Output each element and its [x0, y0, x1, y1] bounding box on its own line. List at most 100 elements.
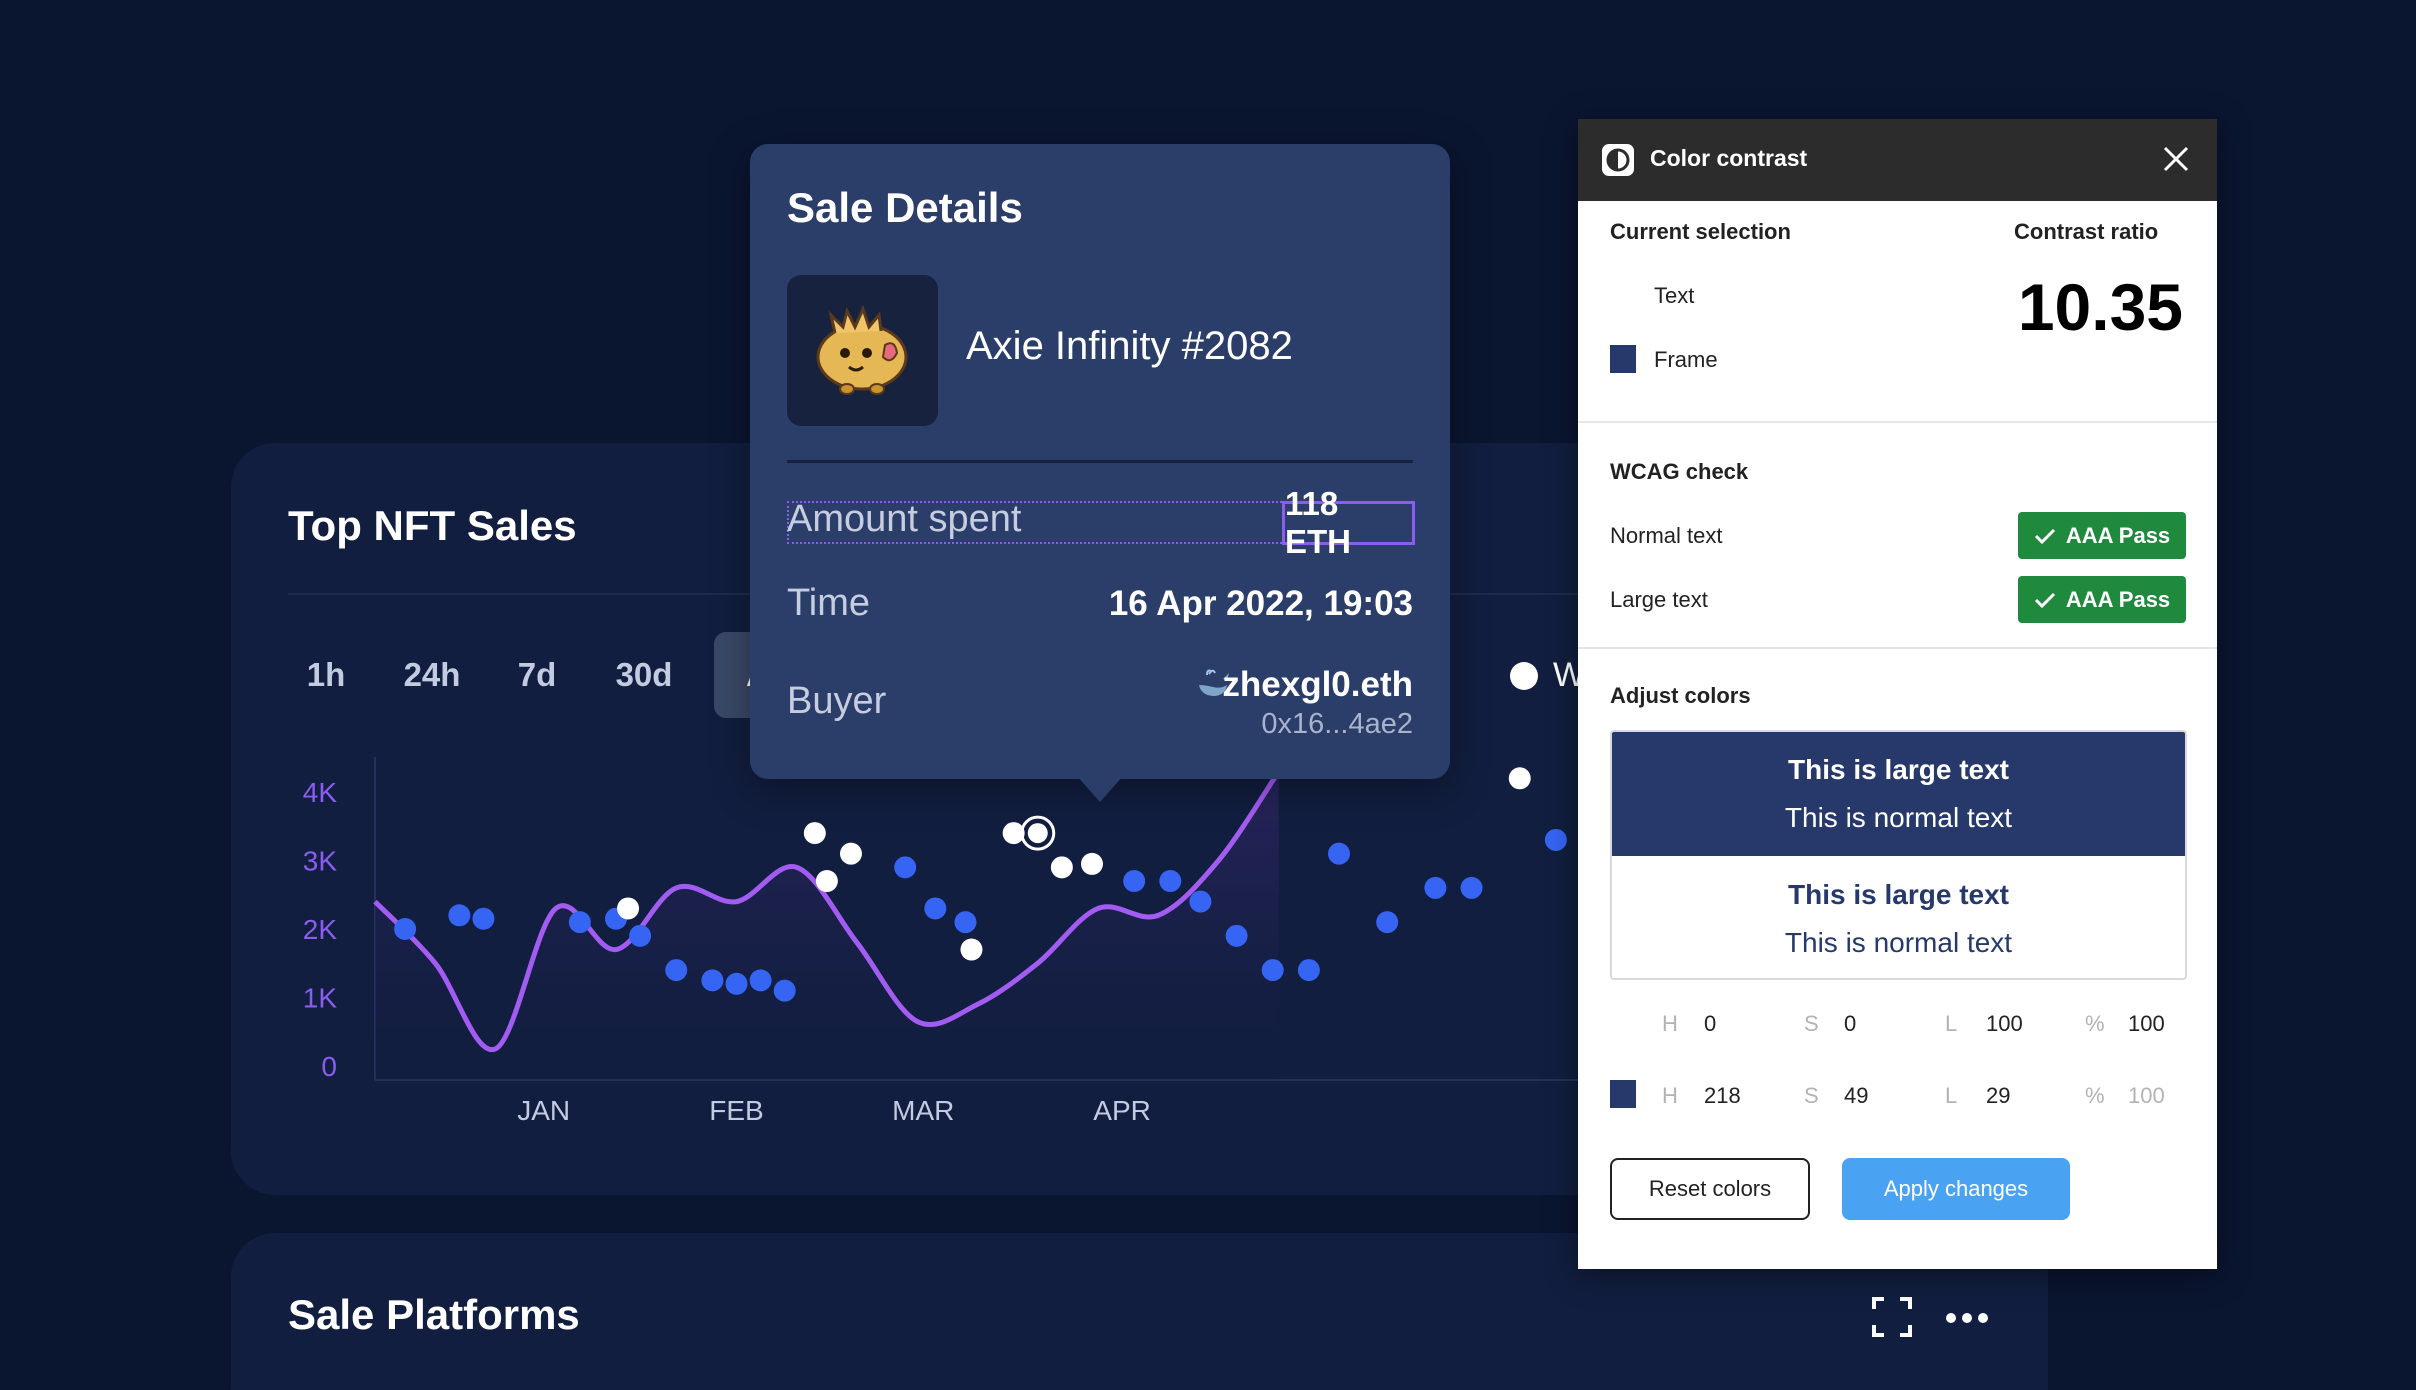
blue-data-point [1376, 911, 1399, 934]
text-l-input[interactable]: 100 [1986, 1011, 2023, 1036]
blue-data-point [725, 972, 748, 995]
section-divider [1578, 647, 2217, 649]
frame-swatch-small[interactable] [1610, 1080, 1636, 1108]
blue-data-point [1123, 870, 1146, 893]
highlighted-point-ring [1020, 815, 1056, 851]
white-data-point [1050, 856, 1073, 879]
tab-30d[interactable]: 30d [615, 656, 673, 693]
large-text-badge-label: AAA Pass [2065, 586, 2171, 612]
contrast-ratio-value: 10.35 [2017, 270, 2183, 344]
x-tick-label: MAR [892, 1095, 954, 1126]
buyer-address: 0x16...4ae2 [1261, 708, 1413, 740]
check-icon [2034, 528, 2055, 544]
frame-color-label: Frame [1654, 347, 1718, 372]
x-tick-label: FEB [709, 1095, 763, 1126]
panel-title: Color contrast [1650, 145, 1808, 171]
text-s-input[interactable]: 0 [1844, 1011, 1857, 1036]
x-tick-label: JAN [517, 1095, 570, 1126]
nft-name: Axie Infinity #2082 [966, 324, 1293, 368]
frame-l-input[interactable]: 29 [1986, 1083, 2011, 1108]
more-options-icon[interactable] [1945, 1306, 1989, 1330]
tab-24h[interactable]: 24h [403, 656, 461, 693]
blue-data-point [665, 959, 688, 982]
blue-data-point [394, 918, 417, 940]
y-tick-label: 1K [303, 983, 338, 1014]
blue-data-point [1261, 959, 1284, 982]
frame-color-swatch[interactable] [1610, 345, 1636, 373]
time-value: 16 Apr 2022, 19:03 [1108, 584, 1413, 623]
white-data-point [1002, 822, 1025, 845]
buyer-label: Buyer [787, 680, 887, 722]
white-data-point [803, 822, 826, 845]
legend-white-dot [1510, 662, 1538, 690]
close-icon[interactable] [2162, 145, 2190, 173]
amount-value[interactable]: 118 ETH [1282, 485, 1415, 560]
normal-text-badge: AAA Pass [2018, 512, 2186, 559]
preview-dark-frame [1612, 732, 2185, 856]
sale-platforms-title: Sale Platforms [288, 1291, 580, 1338]
tooltip-pointer [1077, 776, 1123, 802]
text-color-swatch[interactable] [1610, 281, 1636, 309]
y-tick-label: 0 [321, 1051, 337, 1082]
tab-7d[interactable]: 7d [517, 656, 557, 693]
color-contrast-panel: Color contrast Current selection Contras… [1578, 119, 2217, 1269]
sale-details-title: Sale Details [787, 184, 1023, 231]
text-h-input[interactable]: 0 [1704, 1011, 1717, 1036]
blue-data-point [773, 979, 796, 1002]
white-data-point [617, 897, 640, 920]
text-h-key: H [1662, 1011, 1678, 1036]
blue-data-point [472, 907, 495, 930]
blue-data-point [1297, 959, 1320, 982]
blue-data-point [701, 969, 724, 992]
normal-text-label: Normal text [1610, 523, 1723, 548]
blue-data-point [1159, 870, 1182, 893]
trend-area [375, 771, 1279, 1080]
contrast-ratio-label: Contrast ratio [2014, 219, 2159, 244]
frame-l-key: L [1945, 1083, 1958, 1108]
white-data-point [1080, 852, 1103, 875]
y-tick-label: 3K [303, 846, 338, 877]
panel-header: Color contrast [1578, 119, 2217, 201]
section-divider [1578, 421, 2217, 423]
reset-colors-button[interactable]: Reset colors [1610, 1158, 1810, 1220]
buyer-name[interactable]: zhexgl0.eth [1222, 665, 1413, 704]
blue-data-point [894, 856, 917, 879]
text-s-key: S [1804, 1011, 1819, 1036]
trend-line [373, 770, 1281, 1053]
time-label: Time [787, 582, 871, 624]
tooltip-divider [787, 460, 1413, 463]
expand-icon[interactable] [1872, 1297, 1912, 1337]
blue-data-point [568, 911, 591, 934]
nft-thumbnail [787, 275, 938, 426]
text-alpha-input[interactable]: 100 [2128, 1011, 2165, 1036]
current-selection-label: Current selection [1610, 219, 1791, 244]
y-tick-label: 4K [303, 777, 338, 808]
text-color-label: Text [1654, 283, 1695, 308]
normal-text-badge-label: AAA Pass [2065, 522, 2171, 548]
preview-normal-text-light: This is normal text [1784, 927, 2013, 958]
text-alpha-key: % [2085, 1011, 2105, 1036]
blue-data-point [1189, 890, 1212, 913]
text-l-key: L [1945, 1011, 1958, 1036]
frame-s-input[interactable]: 49 [1844, 1083, 1869, 1108]
blue-data-point [749, 969, 772, 992]
frame-h-input[interactable]: 218 [1704, 1083, 1741, 1108]
whale-icon [1199, 669, 1229, 696]
blue-data-point [1225, 924, 1248, 947]
large-text-badge: AAA Pass [2018, 576, 2186, 623]
blue-data-point [954, 911, 977, 934]
tab-1h[interactable]: 1h [306, 656, 346, 693]
frame-alpha-input[interactable]: 100 [2128, 1083, 2165, 1108]
card-title: Top NFT Sales [288, 502, 577, 549]
blue-data-point [1460, 876, 1483, 899]
blue-data-point [1544, 828, 1567, 851]
contrast-logo-icon [1602, 144, 1634, 176]
white-data-point [960, 938, 983, 961]
amount-label: Amount spent [787, 498, 1022, 540]
frame-s-key: S [1804, 1083, 1819, 1108]
apply-changes-button[interactable]: Apply changes [1842, 1158, 2070, 1220]
check-icon [2034, 592, 2055, 608]
blue-data-point [629, 924, 652, 947]
highlighted-point [1027, 823, 1048, 844]
